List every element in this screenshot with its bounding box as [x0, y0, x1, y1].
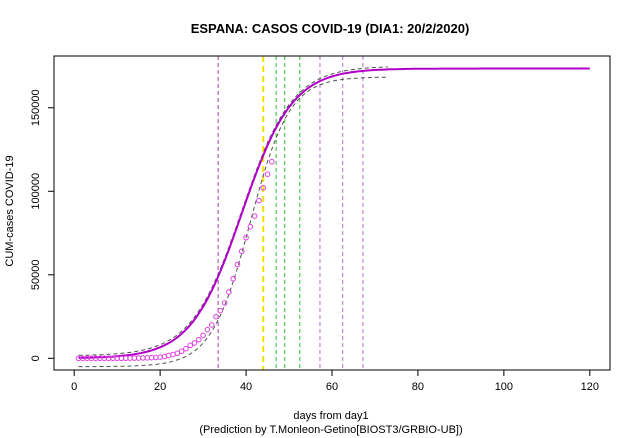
x-axis-label-credit: (Prediction by T.Monleon-Getino[BIOST3/G… — [199, 424, 462, 436]
x-tick-label: 40 — [240, 381, 252, 393]
y-axis: 0 50000 100000 150000 — [30, 89, 55, 361]
x-tick-label: 60 — [326, 381, 338, 393]
data-point — [213, 313, 219, 320]
y-tick-label: 50000 — [30, 260, 42, 291]
data-point — [174, 350, 181, 357]
y-tick-label: 100000 — [30, 173, 42, 210]
data-point — [269, 158, 275, 165]
prediction-band-upper — [78, 66, 388, 356]
data-point — [191, 340, 198, 346]
y-axis-label: CUM-cases COVID-19 — [4, 155, 16, 266]
data-point — [221, 300, 228, 306]
plot-frame — [53, 55, 611, 371]
prediction-band-lower — [78, 76, 388, 368]
data-point — [183, 345, 189, 352]
fitted-curve — [78, 67, 590, 359]
data-point — [178, 348, 185, 355]
data-point — [247, 223, 254, 230]
data-point — [243, 234, 249, 241]
x-tick-label: 20 — [154, 381, 166, 393]
data-point — [260, 184, 267, 191]
x-axis-label: days from day1 — [293, 410, 368, 422]
plot-area — [75, 56, 590, 370]
x-tick-label: 100 — [495, 381, 513, 393]
data-point — [251, 213, 258, 219]
data-point — [208, 322, 215, 328]
data-point — [217, 307, 224, 314]
y-tick-label: 150000 — [30, 89, 42, 126]
data-point — [230, 275, 236, 282]
data-point — [238, 248, 245, 255]
x-tick-label: 120 — [581, 381, 599, 393]
data-point — [256, 197, 262, 204]
data-point — [200, 332, 206, 339]
data-point — [204, 326, 211, 333]
y-tick-label: 0 — [30, 355, 42, 361]
data-point — [187, 342, 194, 349]
data-point — [226, 289, 232, 295]
x-tick-label: 80 — [412, 381, 424, 393]
x-axis: 0 20 40 60 80 100 120 — [71, 369, 599, 393]
data-point — [234, 261, 241, 268]
data-point — [196, 336, 202, 343]
x-tick-label: 0 — [71, 381, 77, 393]
chart-title: ESPANA: CASOS COVID-19 (DIA1: 20/2/2020) — [191, 21, 470, 36]
data-point — [264, 171, 271, 177]
